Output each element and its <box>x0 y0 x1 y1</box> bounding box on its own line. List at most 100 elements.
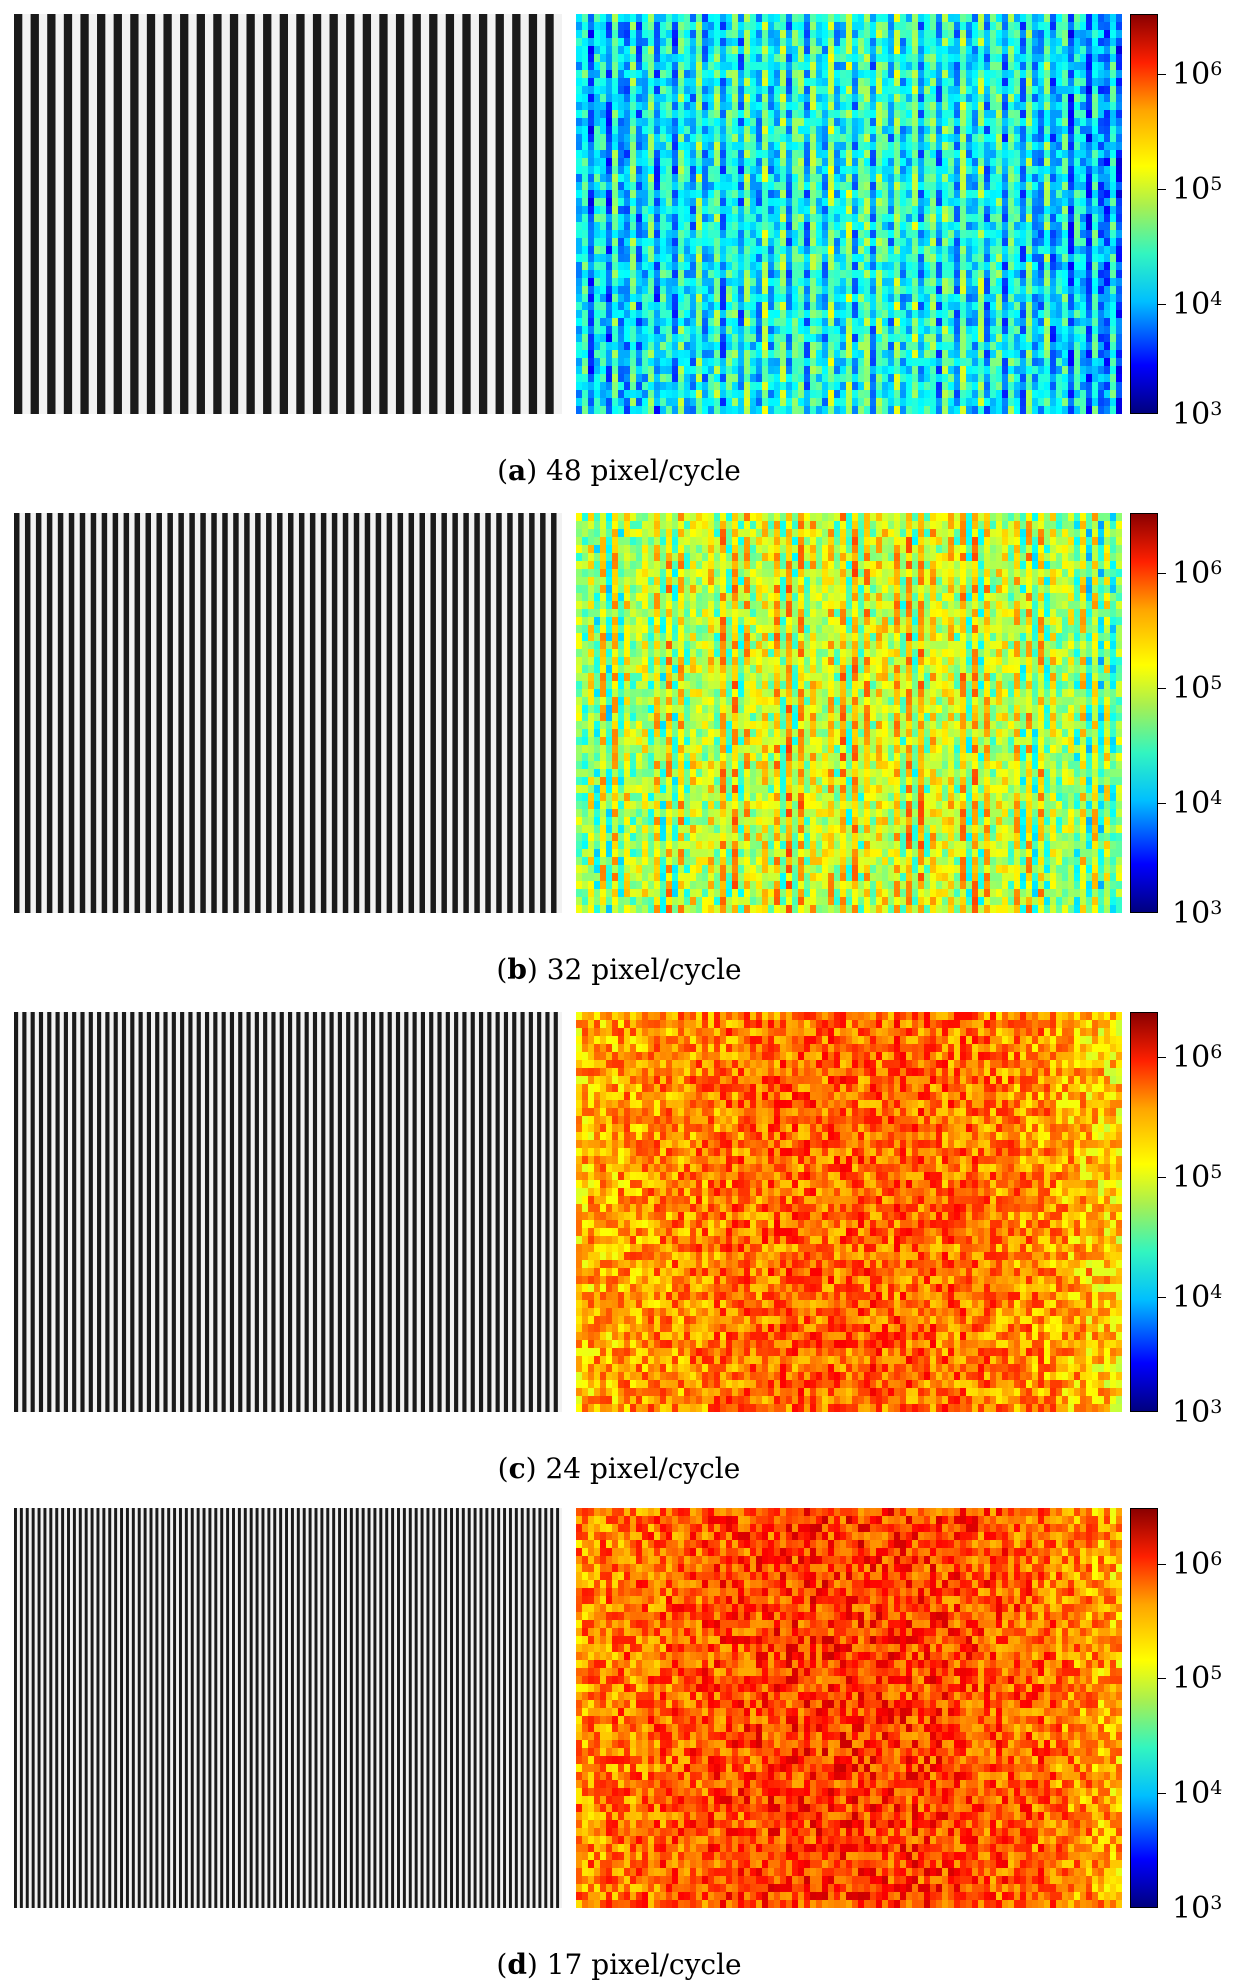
heatmap-cell <box>846 110 853 119</box>
heatmap-cell <box>678 110 685 119</box>
heatmap-cell <box>576 62 583 71</box>
heatmap-cell <box>1086 46 1093 55</box>
heatmap-cell <box>612 713 619 722</box>
heatmap-cell <box>1068 198 1075 207</box>
heatmap-cell <box>936 270 943 279</box>
heatmap-cell <box>630 86 637 95</box>
heatmap-cell <box>624 182 631 191</box>
heatmap-cell <box>870 214 877 223</box>
heatmap-cell <box>978 366 985 375</box>
heatmap-cell <box>774 190 781 199</box>
heatmap-cell <box>690 342 697 351</box>
heatmap-cell <box>690 358 697 367</box>
heatmap-cell <box>828 406 835 414</box>
fringe-stripe <box>429 14 438 414</box>
heatmap-cell <box>972 206 979 215</box>
heatmap-cell <box>600 358 607 367</box>
heatmap-cell <box>666 190 673 199</box>
heatmap-cell <box>972 302 979 311</box>
heatmap-cell <box>942 70 949 79</box>
heatmap-cell <box>1014 366 1021 375</box>
heatmap-cell <box>978 246 985 255</box>
heatmap-cell <box>798 70 805 79</box>
heatmap-cell <box>756 294 763 303</box>
heatmap-cell <box>774 182 781 191</box>
heatmap-cell <box>894 406 901 414</box>
fringe-stripe <box>279 14 288 414</box>
heatmap-cell <box>678 14 685 23</box>
heatmap-cell <box>672 318 679 327</box>
heatmap-cell <box>726 366 733 375</box>
heatmap-cell <box>942 294 949 303</box>
heatmap-cell <box>876 134 883 143</box>
heatmap-cell <box>636 270 643 279</box>
heatmap-cell <box>858 262 865 271</box>
heatmap-cell <box>984 278 991 287</box>
heatmap-cell <box>1026 30 1033 39</box>
heatmap-cell <box>978 38 985 47</box>
heatmap-cell <box>696 366 703 375</box>
heatmap-cell <box>780 294 787 303</box>
heatmap-cell <box>600 262 607 271</box>
heatmap-cell <box>600 110 607 119</box>
heatmap-cell <box>780 214 787 223</box>
heatmap-cell <box>642 238 649 247</box>
heatmap-cell <box>624 286 631 295</box>
heatmap-cell <box>780 398 787 407</box>
heatmap-cell <box>696 126 703 135</box>
heatmap-cell <box>672 30 679 39</box>
heatmap-cell <box>804 14 811 23</box>
fringe-stripe <box>90 513 97 913</box>
heatmap-cell <box>996 334 1003 343</box>
heatmap-cell <box>828 350 835 359</box>
heatmap-cell <box>726 86 733 95</box>
heatmap-cell <box>822 150 829 159</box>
heatmap-cell <box>810 254 817 263</box>
heatmap-cell <box>1080 190 1087 199</box>
heatmap-cell <box>756 374 763 383</box>
heatmap-cell <box>1104 22 1111 31</box>
heatmap-cell <box>1014 398 1021 407</box>
heatmap-cell <box>858 230 865 239</box>
heatmap-cell <box>594 270 601 279</box>
heatmap-cell <box>1062 406 1069 414</box>
heatmap-cell <box>582 270 589 279</box>
fringe-stripe <box>386 513 393 913</box>
heatmap-cell <box>1074 206 1081 215</box>
heatmap-cell <box>1068 54 1075 63</box>
heatmap-cell <box>1098 174 1105 183</box>
heatmap-cell <box>960 374 967 383</box>
heatmap-cell <box>642 110 649 119</box>
heatmap-cell <box>636 238 643 247</box>
heatmap-cell <box>1032 326 1039 335</box>
heatmap-cell <box>762 38 769 47</box>
heatmap-cell <box>876 342 883 351</box>
heatmap-cell <box>762 390 769 399</box>
heatmap-cell <box>732 198 739 207</box>
heatmap-cell <box>582 577 589 586</box>
heatmap-cell <box>840 398 847 407</box>
heatmap-cell <box>786 86 793 95</box>
heatmap-cell <box>582 881 589 890</box>
heatmap-cell <box>672 118 679 127</box>
heatmap-cell <box>954 118 961 127</box>
heatmap-cell <box>1068 350 1075 359</box>
heatmap-cell <box>780 54 787 63</box>
heatmap-cell <box>1002 126 1009 135</box>
heatmap-cell <box>1110 190 1117 199</box>
heatmap-cell <box>876 174 883 183</box>
heatmap-cell <box>978 134 985 143</box>
heatmap-cell <box>876 94 883 103</box>
heatmap-cell <box>1038 254 1045 263</box>
heatmap-cell <box>972 238 979 247</box>
heatmap-cell <box>936 190 943 199</box>
heatmap-cell <box>612 238 619 247</box>
heatmap-cell <box>1032 278 1039 287</box>
heatmap-cell <box>1086 278 1093 287</box>
heatmap-cell <box>840 46 847 55</box>
heatmap-cell <box>876 38 883 47</box>
heatmap-cell <box>582 513 589 522</box>
heatmap-cell <box>612 777 619 786</box>
heatmap-cell <box>1038 94 1045 103</box>
heatmap-cell <box>720 366 727 375</box>
